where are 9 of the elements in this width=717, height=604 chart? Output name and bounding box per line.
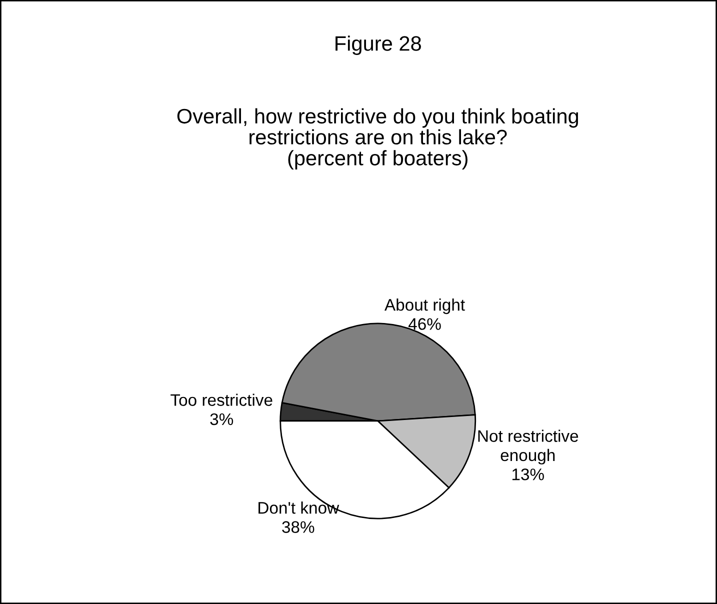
chart-title: Figure 28 <box>336 36 421 56</box>
slice-label: Not restrictive enough <box>478 430 578 464</box>
chart-subtitle: Overall, how restrictive do you think boating restrictions are on this lake? (percent of boaters) <box>177 108 578 170</box>
slice-label: About right <box>384 298 465 314</box>
data-label: 38% <box>282 521 314 533</box>
data-label: 46% <box>408 318 441 330</box>
data-label: 13% <box>512 468 544 480</box>
slice-label: Too restrictive <box>170 394 272 406</box>
data-label: 3% <box>210 413 234 426</box>
